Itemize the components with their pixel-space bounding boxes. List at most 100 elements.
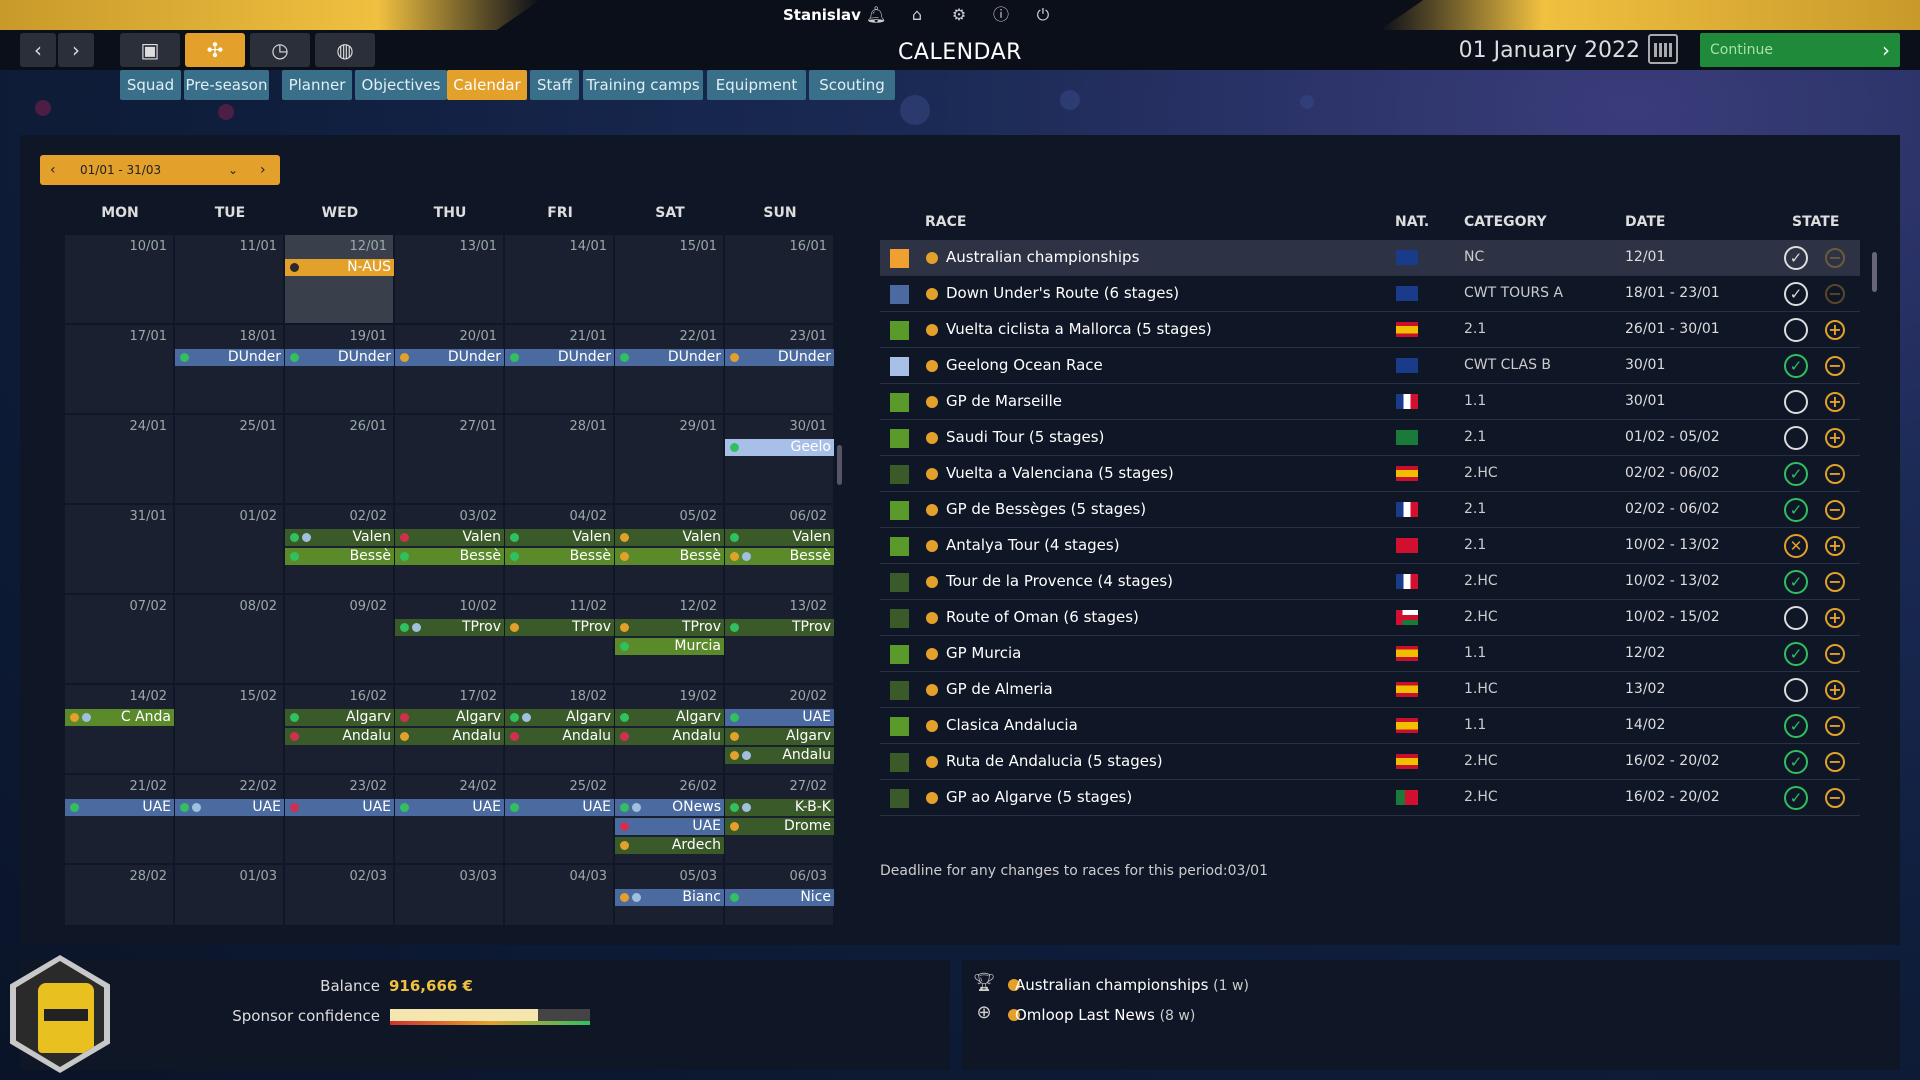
- calendar-event[interactable]: TProv: [395, 619, 504, 636]
- calendar-day[interactable]: 07/02: [65, 595, 174, 684]
- race-list-scrollbar[interactable]: [1872, 240, 1878, 810]
- race-row[interactable]: GP Murcia 1.1 12/02 ✓ −: [880, 636, 1860, 672]
- chevron-right-icon[interactable]: ›: [260, 162, 266, 178]
- remove-race-icon[interactable]: −: [1825, 716, 1845, 736]
- race-info-icon[interactable]: [926, 756, 938, 768]
- remove-race-icon[interactable]: −: [1825, 464, 1845, 484]
- race-info-icon[interactable]: [926, 504, 938, 516]
- calendar-day[interactable]: 12/01: [285, 235, 394, 324]
- calendar-day[interactable]: 15/02: [175, 685, 284, 774]
- race-info-icon[interactable]: [926, 360, 938, 372]
- race-info-icon[interactable]: [926, 432, 938, 444]
- race-row[interactable]: GP de Almeria 1.HC 13/02 +: [880, 672, 1860, 708]
- power-icon[interactable]: ⏻: [1036, 5, 1050, 24]
- race-info-icon[interactable]: [926, 720, 938, 732]
- calendar-day[interactable]: 10/02: [395, 595, 504, 684]
- calendar-day[interactable]: 24/02: [395, 775, 504, 864]
- calendar-event[interactable]: Valen: [285, 529, 394, 546]
- race-row[interactable]: Down Under's Route (6 stages) CWT TOURS A…: [880, 276, 1860, 312]
- calendar-day[interactable]: 22/01: [615, 325, 724, 414]
- add-race-icon[interactable]: +: [1825, 608, 1845, 628]
- calendar-event[interactable]: Algarv: [285, 709, 394, 726]
- calendar-day[interactable]: 21/02: [65, 775, 174, 864]
- chevron-down-icon[interactable]: ⌄: [228, 163, 239, 177]
- calendar-event[interactable]: DUnder: [285, 349, 394, 366]
- back-icon[interactable]: ‹: [20, 33, 56, 67]
- calendar-event[interactable]: Murcia: [615, 638, 724, 655]
- calendar-event[interactable]: Valen: [395, 529, 504, 546]
- race-row[interactable]: GP de Bessèges (5 stages) 2.1 02/02 - 06/0…: [880, 492, 1860, 528]
- race-row[interactable]: Antalya Tour (4 stages) 2.1 10/02 - 13/02 ✕…: [880, 528, 1860, 564]
- calendar-event[interactable]: Valen: [505, 529, 614, 546]
- calendar-day[interactable]: 03/03: [395, 865, 504, 925]
- calendar-icon[interactable]: [1648, 34, 1678, 64]
- calendar-day[interactable]: 23/02: [285, 775, 394, 864]
- calendar-event[interactable]: K-B-K: [725, 799, 834, 816]
- calendar-day[interactable]: 24/01: [65, 415, 174, 504]
- remove-race-icon[interactable]: −: [1825, 500, 1845, 520]
- calendar-day[interactable]: 04/03: [505, 865, 614, 925]
- calendar-event[interactable]: Bessè: [505, 548, 614, 565]
- remove-race-icon[interactable]: −: [1825, 644, 1845, 664]
- remove-race-icon[interactable]: −: [1825, 572, 1845, 592]
- race-row[interactable]: Clasica Andalucia 1.1 14/02 ✓ −: [880, 708, 1860, 744]
- continue-button[interactable]: Continue ›: [1700, 33, 1900, 67]
- race-row[interactable]: Ruta de Andalucia (5 stages) 2.HC 16/02 - …: [880, 744, 1860, 780]
- race-row[interactable]: GP de Marseille 1.1 30/01 +: [880, 384, 1860, 420]
- calendar-event[interactable]: DUnder: [615, 349, 724, 366]
- tab-objectives[interactable]: Objectives: [355, 70, 447, 100]
- news-item[interactable]: Australian championships (1 w): [1015, 976, 1249, 994]
- add-race-icon[interactable]: +: [1825, 392, 1845, 412]
- calendar-event[interactable]: Valen: [615, 529, 724, 546]
- calendar-day[interactable]: 14/01: [505, 235, 614, 324]
- race-row[interactable]: Vuelta ciclista a Mallorca (5 stages) 2.1…: [880, 312, 1860, 348]
- tab-pre-season[interactable]: Pre-season: [184, 70, 269, 100]
- calendar-day[interactable]: 09/02: [285, 595, 394, 684]
- add-race-icon[interactable]: +: [1825, 680, 1845, 700]
- calendar-day[interactable]: 27/01: [395, 415, 504, 504]
- calendar-day[interactable]: 28/01: [505, 415, 614, 504]
- tab-planner[interactable]: Planner: [282, 70, 352, 100]
- calendar-event[interactable]: Algarv: [615, 709, 724, 726]
- tab-squad[interactable]: Squad: [120, 70, 181, 100]
- calendar-event[interactable]: DUnder: [505, 349, 614, 366]
- race-info-icon[interactable]: [926, 252, 938, 264]
- bell-icon[interactable]: 🔔︎: [866, 5, 887, 24]
- calendar-event[interactable]: Andalu: [505, 728, 614, 745]
- calendar-event[interactable]: Andalu: [725, 747, 834, 764]
- forward-icon[interactable]: ›: [58, 33, 94, 67]
- race-info-icon[interactable]: [926, 648, 938, 660]
- header-race[interactable]: RACE: [925, 214, 967, 230]
- calendar-day[interactable]: 19/01: [285, 325, 394, 414]
- calendar-day[interactable]: 25/01: [175, 415, 284, 504]
- calendar-event[interactable]: UAE: [175, 799, 284, 816]
- header-category[interactable]: CATEGORY: [1464, 214, 1547, 230]
- calendar-event[interactable]: ONews: [615, 799, 724, 816]
- tab-staff[interactable]: Staff: [530, 70, 579, 100]
- globe-icon[interactable]: ◍: [315, 33, 375, 67]
- header-nat[interactable]: NAT.: [1395, 214, 1430, 230]
- calendar-day[interactable]: 14/02: [65, 685, 174, 774]
- calendar-day[interactable]: 13/02: [725, 595, 834, 684]
- chevron-left-icon[interactable]: ‹: [50, 162, 56, 178]
- race-row[interactable]: Australian championships NC 12/01 ✓ −: [880, 240, 1860, 276]
- header-date[interactable]: DATE: [1625, 214, 1666, 230]
- calendar-event[interactable]: DUnder: [395, 349, 504, 366]
- calendar-day[interactable]: 01/02: [175, 505, 284, 594]
- calendar-event[interactable]: Algarv: [725, 728, 834, 745]
- calendar-event[interactable]: TProv: [615, 619, 724, 636]
- calendar-day[interactable]: 28/02: [65, 865, 174, 925]
- period-selector[interactable]: ‹ 01/01 - 31/03 ⌄ ›: [40, 155, 280, 185]
- calendar-event[interactable]: UAE: [615, 818, 724, 835]
- calendar-day[interactable]: 02/03: [285, 865, 394, 925]
- calendar-day[interactable]: 29/01: [615, 415, 724, 504]
- calendar-event[interactable]: Bianc: [615, 889, 724, 906]
- calendar-event[interactable]: Andalu: [395, 728, 504, 745]
- race-row[interactable]: GP ao Algarve (5 stages) 2.HC 16/02 - 20/0…: [880, 780, 1860, 816]
- calendar-event[interactable]: UAE: [725, 709, 834, 726]
- calendar-day[interactable]: 22/02: [175, 775, 284, 864]
- calendar-day[interactable]: 26/01: [285, 415, 394, 504]
- race-info-icon[interactable]: [926, 288, 938, 300]
- race-row[interactable]: Route of Oman (6 stages) 2.HC 10/02 - 15/0…: [880, 600, 1860, 636]
- calendar-day[interactable]: 08/02: [175, 595, 284, 684]
